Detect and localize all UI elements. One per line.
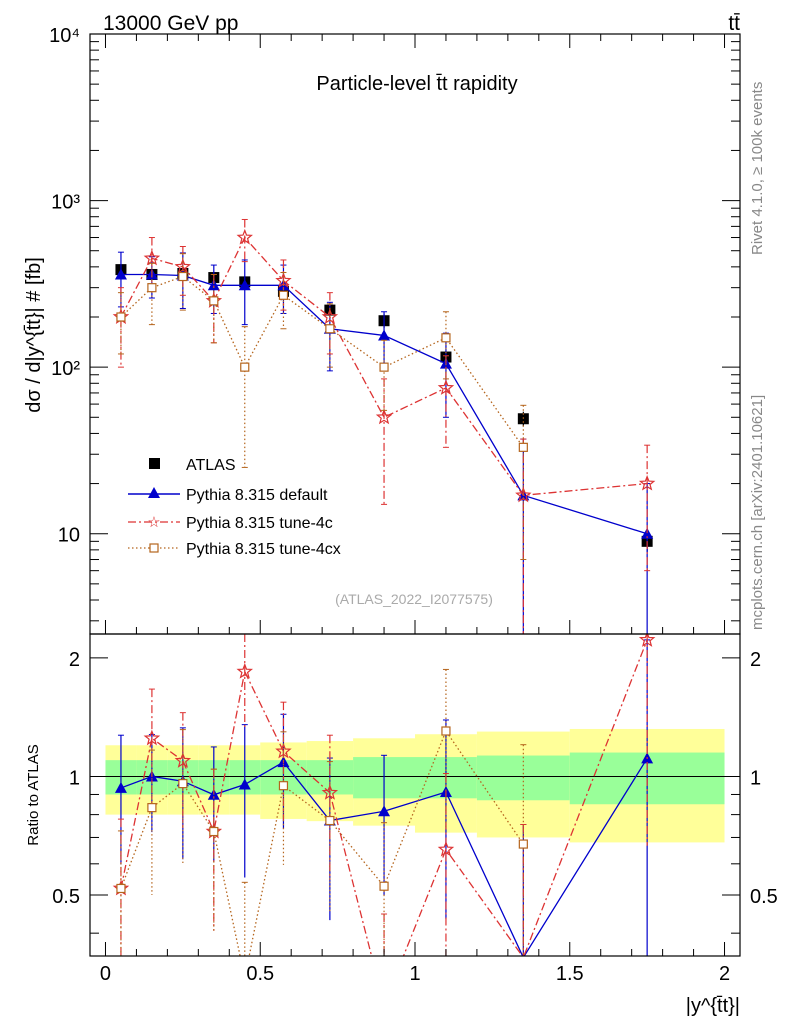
data-point-pythia-8-315-default [641,527,654,539]
data-point-pythia-8-315-tune-4cx [147,283,157,293]
x-tick-label: 1.5 [556,963,584,985]
ratio-point-pythia-8-315-tune-4cx [116,883,126,894]
ratio-point-pythia-8-315-default [238,778,251,790]
data-point-pythia-8-315-tune-4c [236,228,253,245]
ratio-uncertainty-bands [105,728,725,843]
ratio-line-pythia-8-315-tune-4c [120,639,648,956]
data-point-pythia-8-315-tune-4c [143,249,161,266]
data-point-pythia-8-315-tune-4cx [379,362,389,372]
x-axis-ticks: 0 0.5 1 1.5 2 [100,34,730,985]
data-point-pythia-8-315-default [207,279,220,291]
legend-marker-tune-4cx [149,543,159,553]
ratio-tick-label-right: 2 [750,649,761,671]
ratio-point-pythia-8-315-default [378,805,391,817]
data-point-pythia-8-315-tune-4c [638,474,656,491]
legend-label-tune-4cx: Pythia 8.315 tune-4cx [186,541,341,558]
ratio-tick-label-right: 0.5 [750,886,778,908]
data-point-pythia-8-315-tune-4c [437,379,455,395]
ratio-point-pythia-8-315-tune-4cx [325,815,335,826]
y-axis-label: dσ / d|y^{t̄t}| # [fb] [23,257,45,413]
x-axis-label: |y^{t̄t}| [686,995,740,1017]
ratio-y-axis-label: Ratio to ATLAS [25,744,42,845]
ratio-point-pythia-8-315-tune-4cx [379,881,389,891]
data-point-pythia-8-315-default [114,268,127,280]
legend-marker-tune-4c: ☆ [147,514,160,531]
analysis-id-label: (ATLAS_2022_I2077575) [335,591,493,607]
legend: ATLAS Pythia 8.315 default ☆ Pythia 8.31… [128,457,341,558]
legend-label-tune-4c: Pythia 8.315 tune-4c [186,515,333,532]
data-point-pythia-8-315-tune-4cx [518,442,528,452]
legend-marker-atlas [149,458,160,469]
ratio-point-pythia-8-315-tune-4c [321,784,339,800]
y-axis-ticks: 10 10² 10³ 10⁴ [49,25,740,622]
data-point-pythia-8-315-tune-4cx [116,312,126,322]
ratio-tick-label: 0.5 [52,886,80,908]
x-tick-label: 1 [409,963,420,985]
energy-label: 13000 GeV pp [103,12,238,35]
data-point-pythia-8-315-tune-4cx [278,290,289,300]
data-point-pythia-8-315-default [238,279,251,291]
rivet-version-label: Rivet 4.1.0, ≥ 100k events [749,82,766,255]
ratio-point-pythia-8-315-default [114,781,127,793]
process-label: tt̄ [728,12,740,35]
ratio-point-pythia-8-315-tune-4cx [209,826,219,837]
data-point-pythia-8-315-tune-4cx [240,362,250,372]
y-tick-label: 10³ [51,192,80,214]
ratio-panel: 0.5 0.5 1 1 2 2 Ratio to ATLAS [25,633,778,957]
ratio-point-pythia-8-315-tune-4cx [278,781,289,791]
legend-marker-default [148,487,160,498]
ratio-point-pythia-8-315-tune-4c [143,729,161,746]
legend-label-default: Pythia 8.315 default [186,487,328,504]
ratio-tick-label-right: 1 [750,767,761,789]
data-point-pythia-8-315-tune-4cx [209,296,219,306]
series-line-pythia-8-315-tune-4cx [120,275,524,448]
ratio-tick-label: 2 [69,649,80,671]
data-point-pythia-8-315-tune-4c [275,272,292,288]
x-tick-label: 2 [719,963,730,985]
ratio-point-pythia-8-315-tune-4c [638,634,656,647]
data-point-pythia-8-315-tune-4cx [441,333,451,343]
ratio-point-pythia-8-315-tune-4cx [518,839,528,849]
data-point-pythia-8-315-default [378,329,391,341]
main-panel: Particle-level t̄t rapidity (ATLAS_2022_… [23,25,741,635]
ratio-point-pythia-8-315-tune-4c [275,742,292,759]
y-tick-label: 10² [51,358,80,380]
chart-title: Particle-level t̄t rapidity [316,73,517,95]
ratio-point-pythia-8-315-tune-4c [236,662,254,679]
data-point-pythia-8-315-tune-4cx [325,324,335,334]
ratio-axis-ticks: 0.5 0.5 1 1 2 2 [52,649,778,934]
ratio-point-pythia-8-315-tune-4c [437,840,455,857]
x-tick-label: 0.5 [246,963,274,985]
legend-label-atlas: ATLAS [186,457,236,474]
ratio-point-pythia-8-315-tune-4c [174,752,192,768]
data-point-pythia-8-315-tune-4c [375,408,393,425]
ratio-series [112,634,656,956]
mcplots-label: mcplots.cern.ch [arXiv:2401.10621] [749,395,766,630]
ratio-point-pythia-8-315-tune-4cx [178,779,188,789]
x-tick-label: 0 [100,963,111,985]
ratio-point-pythia-8-315-tune-4cx [147,803,157,813]
y-tick-label: 10 [58,525,80,547]
main-series [112,218,656,635]
data-point-pythia-8-315-tune-4cx [178,271,188,282]
ratio-point-pythia-8-315-tune-4cx [441,726,451,736]
y-tick-label: 10⁴ [49,25,80,47]
ratio-tick-label: 1 [69,767,80,789]
